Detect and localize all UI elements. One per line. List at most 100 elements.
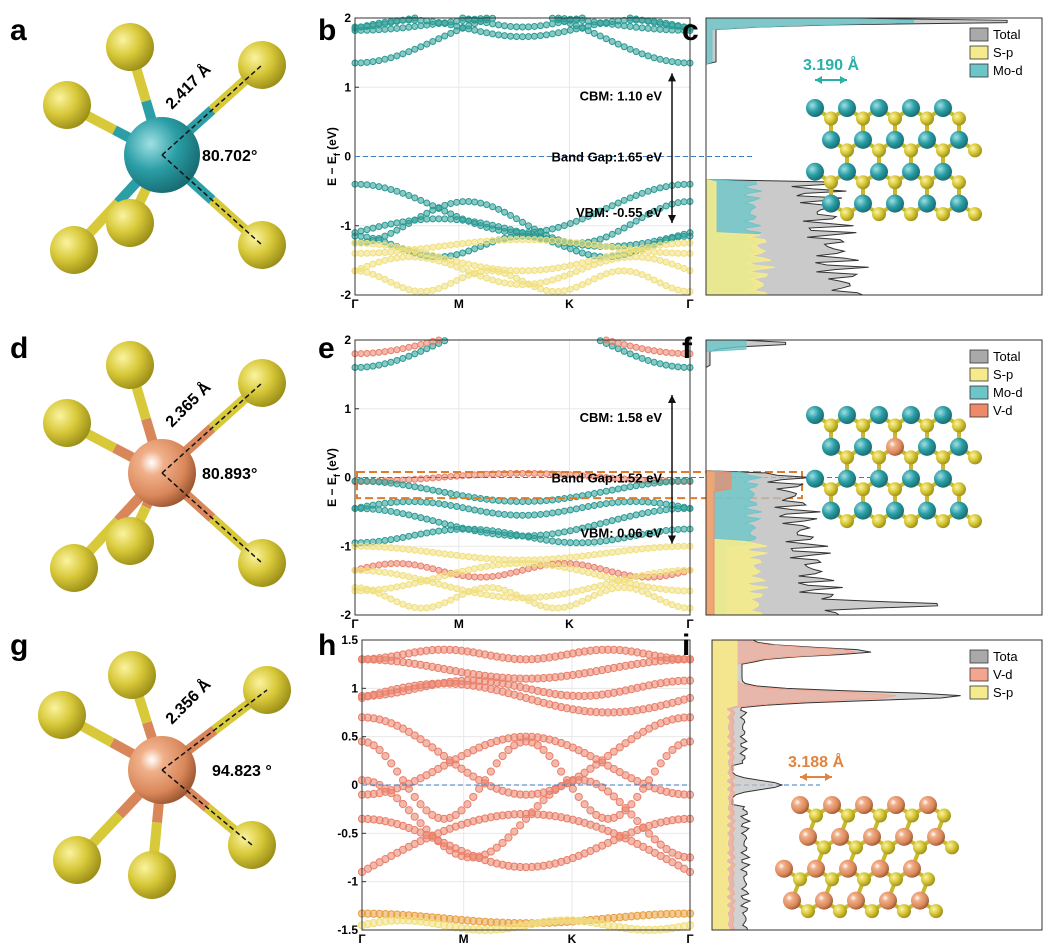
band-point [614,244,622,252]
band-point [650,544,658,552]
lattice-metal [806,469,824,488]
band-point [489,527,497,535]
band-point [417,288,425,296]
band-point [417,22,425,30]
band-point [602,35,610,43]
lattice-metal [791,796,809,814]
band-point [486,847,495,856]
legend-swatch [969,685,989,700]
y-axis-label: E − Ef (eV) [325,127,342,186]
band-point [602,573,610,581]
band-point [483,526,491,534]
band-point [584,585,592,593]
band-point [566,238,574,246]
band-point [620,578,628,586]
band-point [596,207,604,215]
band-point [638,354,646,362]
band-point [545,790,554,799]
band-point [513,236,521,244]
band-point [357,180,365,188]
band-point [417,498,425,506]
band-point [393,583,401,591]
band-point [560,222,568,230]
band-point [501,510,509,518]
band-point [614,569,622,577]
band-point [447,551,455,559]
band-point [363,268,371,276]
band-point [542,278,550,286]
band-point [357,249,365,257]
band-point [463,768,472,777]
band-point [435,566,443,574]
band-point [416,800,425,809]
band-point [501,586,509,594]
legend-label: S-p [993,45,1013,60]
band-point [434,747,443,756]
lattice-sulfur [856,418,870,433]
band-point [447,473,455,481]
band-point [453,17,461,25]
band-point [513,215,521,223]
band-point [608,243,616,251]
band-point [539,745,548,755]
band-point [674,567,682,575]
band-point [638,587,646,595]
band-point [524,222,532,230]
panel-letter: a [10,14,27,47]
band-point [465,271,473,279]
band-point [650,499,658,507]
band-point [504,745,513,755]
band-point [626,350,634,358]
lattice-metal [895,827,913,846]
band-point [548,287,556,295]
band-point [609,792,618,801]
sulfur-atom [238,41,286,89]
band-point [614,515,622,523]
sulfur-atom [43,399,91,447]
band-point [429,565,437,573]
band-point [542,536,550,544]
band-point [513,531,521,539]
band-point [387,584,395,592]
band-point [513,33,521,41]
band-point [554,538,562,546]
band-point [557,767,566,776]
band-point [656,256,664,264]
band-point [399,533,407,541]
lattice-metal [807,859,825,878]
band-point [471,15,479,23]
band-point [489,20,497,28]
band-point [674,249,682,257]
band-point [674,525,682,533]
legend-label: V-d [993,403,1013,418]
band-point [393,598,401,606]
band-point [639,784,648,793]
band-point [530,236,538,244]
band-point [375,500,383,508]
panel-letter: e [318,332,335,365]
band-point [590,490,598,498]
lattice-metal [854,130,872,149]
lattice-sulfur [905,808,919,823]
y-tick-label: 2 [344,11,351,25]
band-point [680,198,688,206]
arrow-head [825,773,832,781]
band-point [596,272,604,280]
band-point [410,812,419,821]
band-point [524,511,532,519]
sulfur-atom [238,221,286,269]
band-point [596,589,604,597]
band-point [650,185,658,193]
lattice-metal [799,827,817,846]
lattice-sulfur [936,450,950,465]
band-point [638,247,646,255]
band-point [626,253,634,261]
band-point [429,486,437,494]
band-point [447,596,455,604]
band-point [489,562,497,570]
band-point [662,478,670,486]
lattice-constant: 3.188 Å [788,752,844,771]
legend-swatch [969,63,989,78]
band-point [519,23,526,31]
